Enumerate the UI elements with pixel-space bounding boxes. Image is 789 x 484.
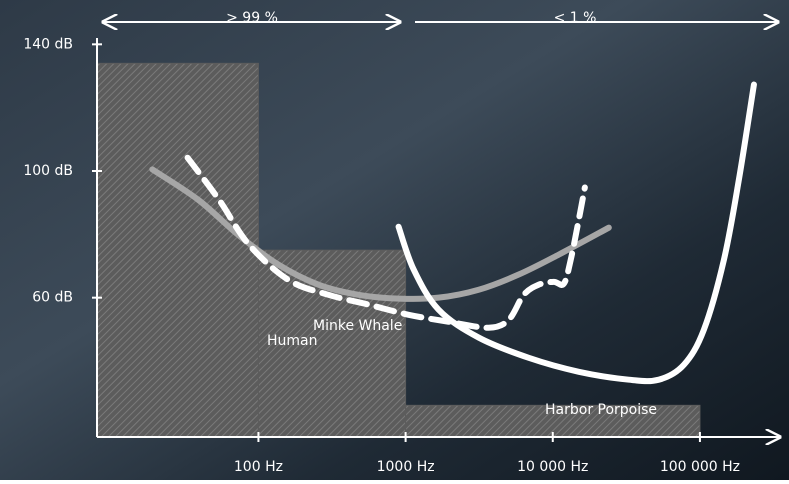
bar (96, 62, 259, 438)
x-tick-label: 100 000 Hz (660, 459, 740, 475)
series-label: Minke Whale (313, 318, 402, 334)
y-tick-label: 140 dB (23, 36, 73, 52)
x-tick-label: 100 Hz (234, 459, 283, 475)
series-label: Human (267, 333, 318, 349)
y-tick-label: 100 dB (23, 163, 73, 179)
bars-layer (96, 62, 701, 438)
bar (257, 249, 407, 438)
x-tick-label: 1000 Hz (377, 459, 435, 475)
annotation: < 1 % (554, 10, 597, 26)
y-tick-label: 60 dB (32, 290, 73, 306)
series-line (184, 154, 588, 331)
series-label: Harbor Porpoise (545, 402, 657, 418)
series-line (149, 166, 612, 302)
annotation: > 99 % (226, 10, 278, 26)
bar (405, 404, 701, 438)
x-tick-label: 10 000 Hz (517, 459, 588, 475)
series-line (395, 81, 757, 385)
